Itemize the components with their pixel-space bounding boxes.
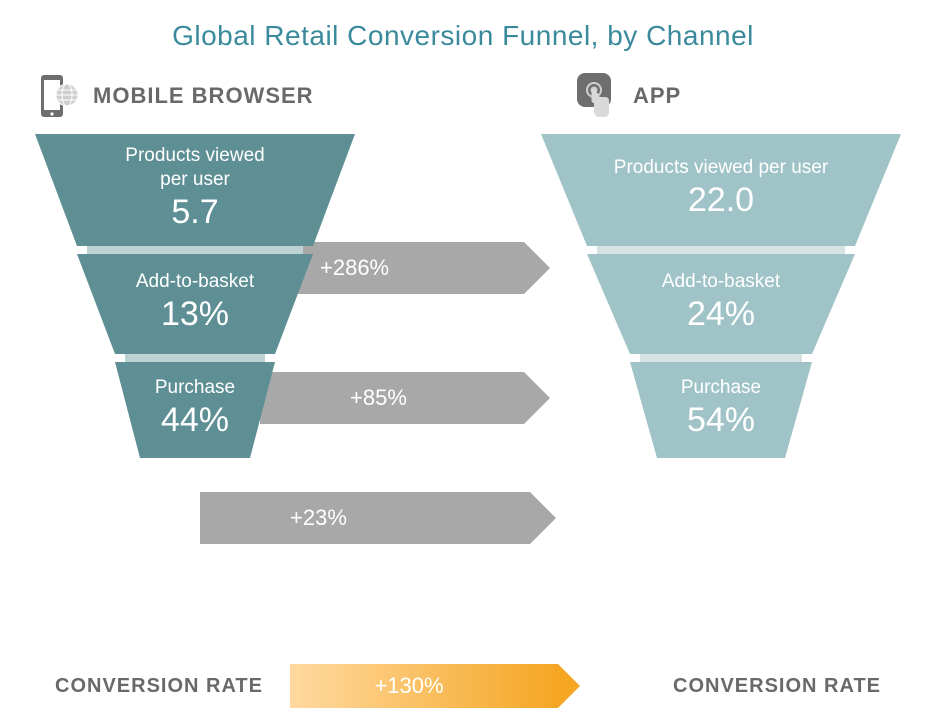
app-column: APP Products viewed per user22.0Add-to-b… (541, 72, 901, 458)
stage-value: 54% (681, 401, 761, 440)
mobile-browser-column: MOBILE BROWSER Products viewedper user5.… (35, 72, 355, 458)
funnel-stage: Purchase44% (115, 362, 275, 458)
channel-header-mobile: MOBILE BROWSER (35, 72, 355, 120)
stage-value: 24% (662, 295, 780, 334)
conversion-label-left: CONVERSION RATE (55, 675, 263, 698)
channel-header-label: MOBILE BROWSER (93, 83, 314, 109)
mobile-browser-icon (35, 73, 81, 119)
stage-value: 5.7 (125, 193, 264, 232)
stage-value: 44% (155, 401, 235, 440)
funnel-stage: Products viewed per user22.0 (541, 134, 901, 246)
stage-label: Products viewed per user (614, 156, 828, 180)
funnel-right: Products viewed per user22.0Add-to-baske… (541, 134, 901, 458)
app-touch-icon (571, 71, 621, 121)
conversion-arrow-body: +130% (290, 664, 558, 708)
channel-header-app: APP (541, 72, 901, 120)
conversion-arrow-head (558, 664, 580, 708)
arrow-head (530, 492, 556, 544)
conversion-arrow: +130% (290, 664, 580, 708)
funnel-container: +286% +85% +23% (0, 72, 926, 692)
arrow-label: +23% (290, 505, 347, 531)
stage-label: Products viewedper user (125, 144, 264, 192)
stage-label: Add-to-basket (662, 270, 780, 294)
stage-label: Add-to-basket (136, 270, 254, 294)
conversion-delta: +130% (374, 673, 443, 699)
conversion-label-right: CONVERSION RATE (673, 675, 881, 698)
funnel-stage: Purchase54% (630, 362, 812, 458)
funnel-stage: Products viewedper user5.7 (35, 134, 355, 246)
arrow-label: +85% (350, 385, 407, 411)
page-title: Global Retail Conversion Funnel, by Chan… (0, 0, 926, 52)
arrow-body: +23% (200, 492, 530, 544)
channel-header-label: APP (633, 83, 681, 109)
stage-value: 13% (136, 295, 254, 334)
funnel-left: Products viewedper user5.7Add-to-basket1… (35, 134, 355, 458)
stage-value: 22.0 (614, 181, 828, 220)
stage-label: Purchase (681, 376, 761, 400)
compare-arrow-2: +23% (200, 492, 556, 544)
funnel-stage: Add-to-basket24% (587, 254, 855, 354)
funnel-stage: Add-to-basket13% (77, 254, 313, 354)
stage-label: Purchase (155, 376, 235, 400)
